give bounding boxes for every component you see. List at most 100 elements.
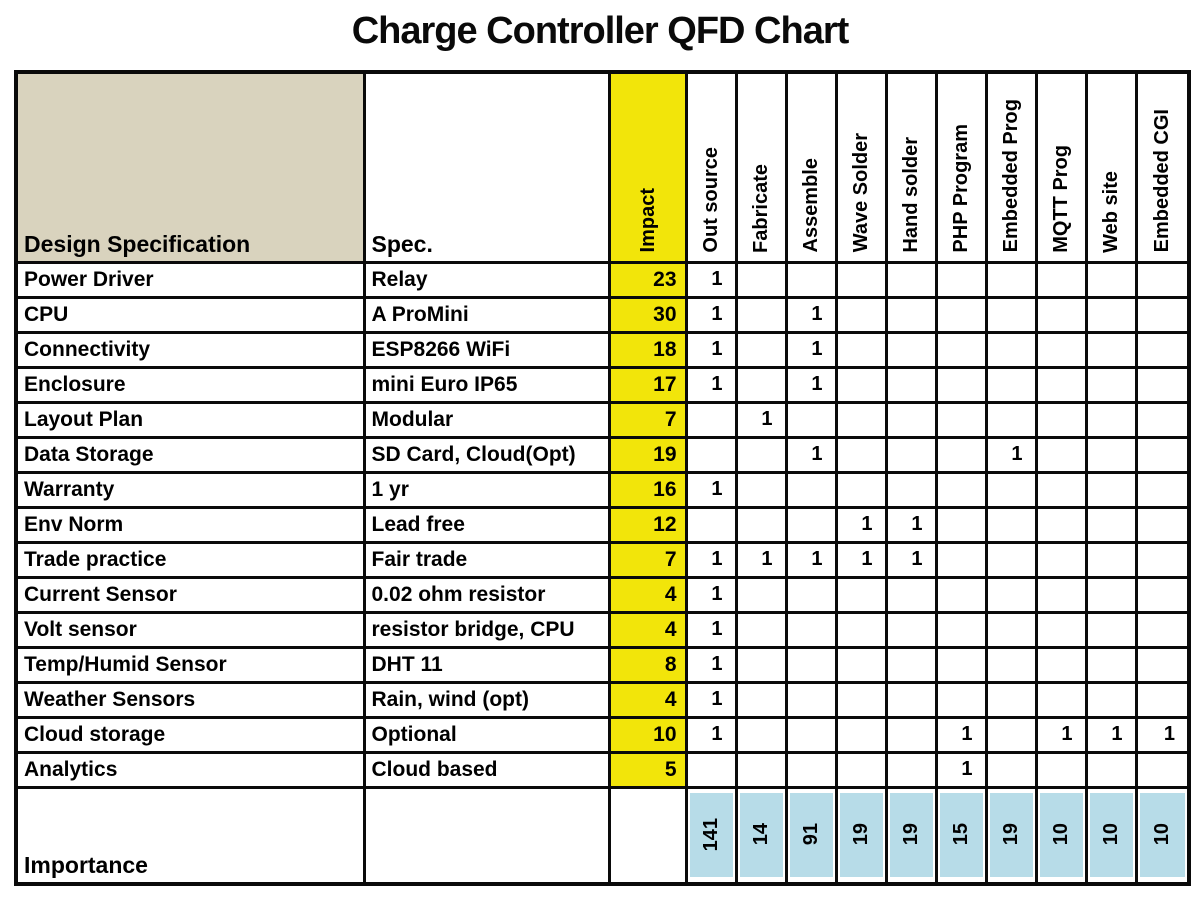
matrix-cell <box>984 540 1038 579</box>
matrix-cell <box>1034 505 1088 544</box>
process-column-header-web-site: Web site <box>1084 70 1138 264</box>
spec-cell: Lead free <box>362 505 611 544</box>
design-spec-cell: Layout Plan <box>14 400 366 439</box>
matrix-cell <box>784 645 838 684</box>
matrix-cell <box>934 680 988 719</box>
matrix-cell <box>734 330 788 369</box>
process-column-label: Out source <box>700 146 722 253</box>
matrix-cell <box>1084 365 1138 404</box>
table-row: Temp/Humid Sensor DHT 11 8 1 <box>14 645 1191 684</box>
process-column-label: Fabricate <box>750 163 772 253</box>
matrix-cell <box>784 610 838 649</box>
process-column-label: Embedded Prog <box>1000 99 1022 253</box>
matrix-cell <box>984 505 1038 544</box>
importance-value-cell: 10 <box>1084 785 1138 886</box>
matrix-cell <box>1034 645 1088 684</box>
matrix-cell <box>984 750 1038 789</box>
matrix-cell <box>734 575 788 614</box>
matrix-cell <box>834 435 888 474</box>
matrix-cell <box>784 680 838 719</box>
matrix-cell <box>884 470 938 509</box>
matrix-cell <box>684 505 738 544</box>
matrix-cell <box>834 470 888 509</box>
impact-value-cell: 30 <box>607 295 688 334</box>
design-spec-cell: Volt sensor <box>14 610 366 649</box>
header-row: Design Specification Spec. Impact Out so… <box>14 70 1191 264</box>
matrix-cell <box>784 575 838 614</box>
matrix-cell <box>1134 575 1191 614</box>
matrix-cell <box>734 610 788 649</box>
importance-value: 14 <box>750 823 772 846</box>
spec-header-cell: Spec. <box>362 70 611 264</box>
matrix-cell <box>1134 435 1191 474</box>
matrix-cell <box>884 750 938 789</box>
matrix-cell <box>934 400 988 439</box>
matrix-cell <box>1084 505 1138 544</box>
process-column-label: PHP Program <box>950 123 972 253</box>
matrix-cell: 1 <box>684 540 738 579</box>
matrix-cell <box>934 645 988 684</box>
matrix-cell <box>1134 365 1191 404</box>
impact-value-cell: 18 <box>607 330 688 369</box>
design-spec-cell: Cloud storage <box>14 715 366 754</box>
process-column-label: Wave Solder <box>850 133 872 253</box>
matrix-cell: 1 <box>984 435 1038 474</box>
matrix-cell <box>734 715 788 754</box>
matrix-cell <box>784 715 838 754</box>
matrix-cell <box>784 260 838 299</box>
process-column-header-out-source: Out source <box>684 70 738 264</box>
spec-cell: Modular <box>362 400 611 439</box>
importance-value: 10 <box>1100 823 1122 846</box>
matrix-cell <box>1034 540 1088 579</box>
importance-spec-cell <box>362 785 611 886</box>
matrix-cell <box>934 260 988 299</box>
impact-value-cell: 7 <box>607 400 688 439</box>
matrix-cell: 1 <box>784 330 838 369</box>
matrix-cell <box>784 505 838 544</box>
importance-value-cell: 141 <box>684 785 738 886</box>
importance-value-cell: 10 <box>1034 785 1088 886</box>
matrix-cell <box>984 365 1038 404</box>
importance-value: 19 <box>850 823 872 846</box>
matrix-cell <box>1134 610 1191 649</box>
spec-cell: mini Euro IP65 <box>362 365 611 404</box>
matrix-cell <box>934 540 988 579</box>
importance-value: 19 <box>1000 823 1022 846</box>
importance-value-cell: 15 <box>934 785 988 886</box>
matrix-cell <box>884 715 938 754</box>
table-row: Data Storage SD Card, Cloud(Opt) 19 1 1 <box>14 435 1191 474</box>
impact-value-cell: 17 <box>607 365 688 404</box>
process-column-label: Hand solder <box>900 136 922 253</box>
matrix-cell: 1 <box>684 295 738 334</box>
matrix-cell <box>1034 330 1088 369</box>
matrix-cell: 1 <box>684 330 738 369</box>
matrix-cell <box>1084 750 1138 789</box>
process-column-header-php-program: PHP Program <box>934 70 988 264</box>
spec-cell: ESP8266 WiFi <box>362 330 611 369</box>
matrix-cell <box>834 400 888 439</box>
matrix-cell: 1 <box>684 610 738 649</box>
matrix-cell <box>984 330 1038 369</box>
matrix-cell <box>984 295 1038 334</box>
matrix-cell <box>834 645 888 684</box>
matrix-cell: 1 <box>1134 715 1191 754</box>
impact-value-cell: 10 <box>607 715 688 754</box>
matrix-cell <box>734 365 788 404</box>
design-spec-cell: Env Norm <box>14 505 366 544</box>
importance-label-cell: Importance <box>14 785 366 886</box>
matrix-cell <box>1084 575 1138 614</box>
impact-value-cell: 16 <box>607 470 688 509</box>
matrix-cell <box>1034 365 1088 404</box>
matrix-cell <box>884 295 938 334</box>
matrix-cell <box>1084 435 1138 474</box>
matrix-cell <box>1134 540 1191 579</box>
table-row: Volt sensor resistor bridge, CPU 4 1 <box>14 610 1191 649</box>
design-spec-cell: Current Sensor <box>14 575 366 614</box>
matrix-cell <box>1134 295 1191 334</box>
matrix-cell <box>884 365 938 404</box>
table-row: Power Driver Relay 23 1 <box>14 260 1191 299</box>
matrix-cell <box>1034 680 1088 719</box>
matrix-cell <box>884 435 938 474</box>
impact-value-cell: 7 <box>607 540 688 579</box>
